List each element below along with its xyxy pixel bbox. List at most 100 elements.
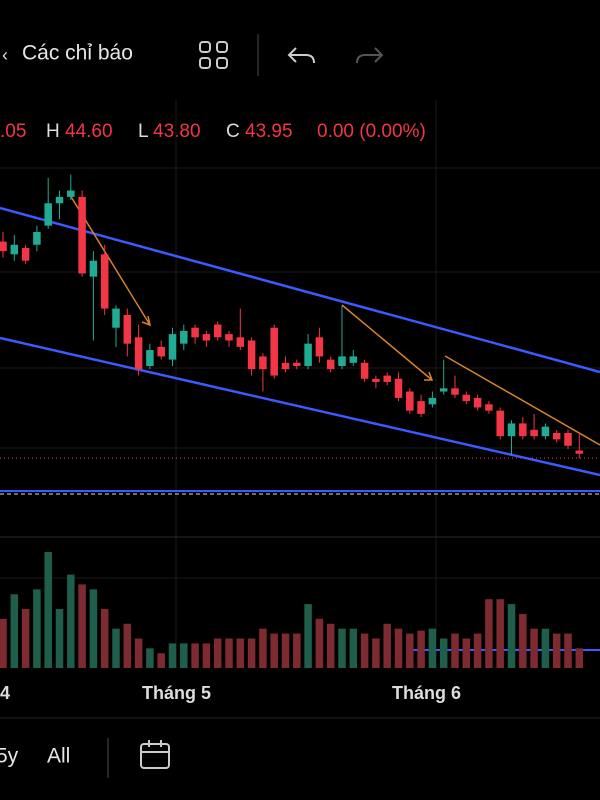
candle-body (326, 359, 335, 370)
candle-body (67, 190, 75, 197)
volume-bar (326, 623, 335, 668)
volume-bar (281, 633, 290, 668)
volume-bar (462, 638, 471, 668)
volume-bar (293, 633, 301, 668)
volume-bar (146, 648, 154, 668)
volume-bar (112, 628, 120, 668)
volume-bar (360, 633, 369, 668)
volume-bar (157, 653, 165, 668)
candle-body (191, 327, 199, 338)
range-button[interactable]: All (47, 745, 70, 768)
volume-bar (0, 618, 7, 668)
indicators-button[interactable]: Các chỉ báo (22, 42, 133, 65)
volume-bar (21, 609, 30, 668)
x-axis: 4 Tháng 5 Tháng 6 (0, 683, 461, 703)
undo-button[interactable] (287, 47, 315, 64)
grid (0, 100, 600, 668)
volume-bar (236, 638, 245, 668)
volume-bar (10, 594, 19, 668)
candle-body (552, 433, 561, 440)
volume-bar (191, 643, 199, 668)
candle-body (360, 362, 369, 379)
volume-bar (439, 638, 448, 668)
candle-body (439, 388, 448, 392)
candle-body (78, 196, 86, 274)
volume-bar (55, 609, 64, 668)
legend-key: C (226, 121, 240, 142)
candle-body (10, 244, 19, 255)
volume-bar (507, 604, 516, 668)
candle-body (507, 423, 516, 437)
candle-body (372, 378, 380, 382)
candle-body (406, 391, 414, 411)
candle-body (315, 337, 324, 357)
volume-bar (213, 638, 222, 668)
volume-bar (349, 628, 358, 668)
volume-bar (383, 623, 391, 668)
candle-body (157, 346, 165, 357)
volume-bar (78, 584, 86, 668)
candle-body (270, 327, 278, 376)
candle-body (383, 375, 391, 382)
trend-arrows (69, 194, 600, 446)
candle-body (44, 203, 52, 226)
volume-bar (473, 633, 482, 668)
volume-bar (564, 633, 572, 668)
candle-body (112, 308, 120, 328)
volume-bar (180, 643, 188, 668)
legend-low: 43.80 (153, 121, 201, 142)
volume-bar (541, 628, 550, 668)
volume-bar (338, 628, 346, 668)
candle-body (451, 388, 459, 395)
volume-bar (44, 551, 52, 668)
toolbar-bg (0, 0, 600, 100)
volume-bar (315, 618, 324, 668)
candle-body (0, 241, 7, 252)
toolbar-icon: ‹ (2, 45, 8, 65)
volume-bar (247, 638, 256, 668)
volume-bar (270, 633, 278, 668)
candle-body (202, 334, 211, 341)
layout-icon[interactable] (199, 41, 228, 69)
candle-body (496, 410, 504, 437)
redo-button[interactable] (356, 47, 384, 64)
volume-bar (485, 599, 493, 668)
candle-body (428, 397, 437, 405)
candle-body (236, 337, 245, 347)
candle-body (168, 334, 177, 360)
volume-bar (519, 613, 527, 668)
volume-bar (225, 638, 233, 668)
candle-body (281, 362, 290, 370)
legend-change: 0.00 (0.00%) (317, 121, 426, 142)
candle-body (259, 356, 267, 370)
volume-bar (428, 628, 437, 668)
candle-body (530, 429, 538, 437)
candle-body (33, 232, 41, 245)
candle-body (519, 423, 527, 437)
volume-bar (134, 638, 143, 668)
candle-body (21, 247, 30, 261)
candle-body (134, 337, 143, 370)
volume-bar (168, 643, 177, 668)
candle-body (564, 433, 572, 446)
candle-body (304, 343, 312, 366)
date-range-button[interactable] (140, 740, 170, 769)
legend-close: 43.95 (245, 121, 293, 142)
volume-bar (100, 609, 109, 668)
volume-bar (202, 643, 211, 668)
range-button[interactable]: 5y (0, 745, 19, 768)
candle-body (55, 196, 64, 204)
volume-bar (33, 589, 41, 668)
volume-bar (89, 589, 98, 668)
candle-body (462, 394, 471, 402)
candle-body (146, 350, 154, 366)
volume-bar (451, 633, 459, 668)
volume-bar (575, 648, 584, 668)
candle-body (473, 397, 482, 408)
legend-key: L (138, 121, 149, 142)
candle-body (247, 340, 256, 370)
candle-body (417, 401, 425, 414)
volume-bar (406, 633, 414, 668)
